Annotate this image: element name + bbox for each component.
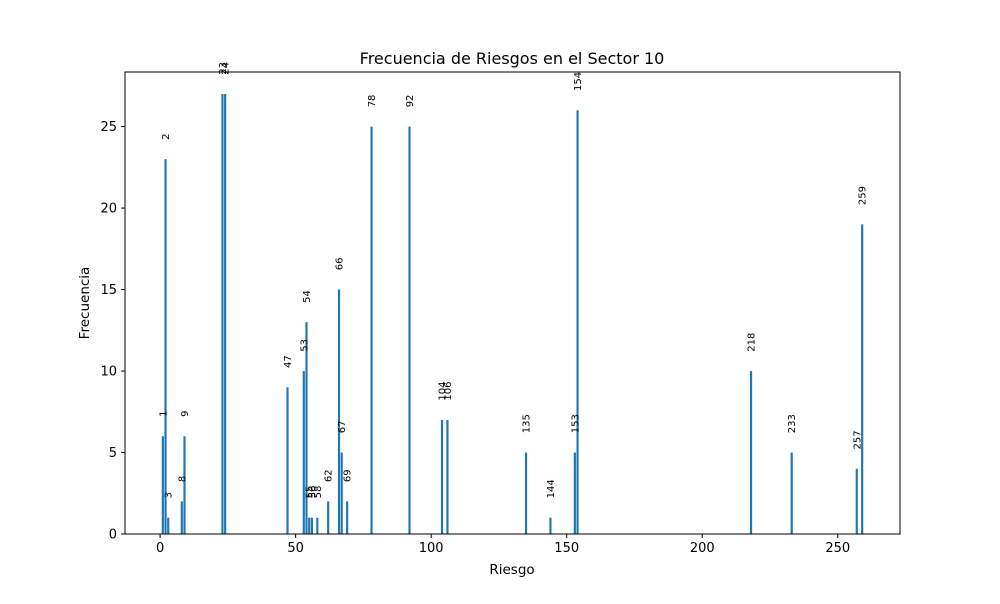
bar-riesgo-2 xyxy=(164,159,167,534)
bar-riesgo-47 xyxy=(286,387,289,534)
y-axis-ticks: 0 5 10 15 20 25 xyxy=(100,120,125,543)
x-tick-label: 200 xyxy=(690,541,715,556)
bar-label-riesgo-92: 92 xyxy=(405,95,416,108)
bar-riesgo-56 xyxy=(310,517,313,534)
bar-riesgo-3 xyxy=(167,517,170,534)
bar-riesgo-106 xyxy=(446,419,449,534)
bar-label-riesgo-58: 58 xyxy=(313,486,324,499)
bar-label-riesgo-53: 53 xyxy=(299,339,310,352)
y-tick-label: 10 xyxy=(100,365,117,380)
y-tick-label: 5 xyxy=(109,446,117,461)
y-tick-label: 0 xyxy=(109,528,117,543)
bar-label-riesgo-24: 24 xyxy=(221,62,232,75)
bar-riesgo-135 xyxy=(524,452,528,534)
bar-riesgo-218 xyxy=(749,371,753,534)
bar-riesgo-92 xyxy=(408,126,411,534)
x-axis-ticks: 0 50 100 150 200 250 xyxy=(156,534,850,556)
y-axis-label: Frecuencia xyxy=(77,267,93,340)
bar-riesgo-55 xyxy=(308,517,311,534)
bar-label-riesgo-218: 218 xyxy=(747,333,758,352)
bar-label-riesgo-257: 257 xyxy=(852,430,863,449)
bar-label-riesgo-3: 3 xyxy=(164,492,175,498)
bar-riesgo-67 xyxy=(340,452,343,534)
bar-label-riesgo-56: 56 xyxy=(307,486,318,499)
bar-riesgo-104 xyxy=(440,419,444,534)
bar-label-riesgo-154: 154 xyxy=(573,72,584,91)
y-tick-label: 15 xyxy=(100,283,117,298)
bar-riesgo-9 xyxy=(183,436,186,534)
bar-label-riesgo-106: 106 xyxy=(443,382,454,401)
bar-riesgo-62 xyxy=(327,501,330,534)
bar-label-riesgo-78: 78 xyxy=(367,95,378,108)
plot-frame xyxy=(124,71,901,535)
bar-label-riesgo-66: 66 xyxy=(335,258,346,271)
bar-label-riesgo-62: 62 xyxy=(324,469,335,482)
bar-riesgo-23 xyxy=(221,94,224,534)
y-tick-label: 25 xyxy=(100,120,117,135)
bar-riesgo-259 xyxy=(861,224,864,534)
bar-label-riesgo-2: 2 xyxy=(161,134,172,140)
bar-riesgo-154 xyxy=(576,110,579,535)
bar-riesgo-257 xyxy=(855,468,858,534)
bar-label-riesgo-69: 69 xyxy=(343,469,354,482)
chart-title: Frecuencia de Riesgos en el Sector 10 xyxy=(360,49,665,68)
bar-label-riesgo-9: 9 xyxy=(180,411,191,417)
bar-label-riesgo-67: 67 xyxy=(337,420,348,433)
bar-label-riesgo-153: 153 xyxy=(570,414,581,433)
bar-riesgo-78 xyxy=(370,126,373,534)
x-tick-label: 50 xyxy=(287,541,304,556)
bar-riesgo-1 xyxy=(161,436,164,534)
x-tick-label: 150 xyxy=(554,541,579,556)
bar-label-riesgo-104: 104 xyxy=(438,382,449,401)
y-tick-label: 20 xyxy=(100,202,117,217)
bar-riesgo-69 xyxy=(346,501,349,534)
bars-group xyxy=(161,94,864,535)
x-tick-label: 100 xyxy=(419,541,444,556)
bar-riesgo-144 xyxy=(549,517,552,534)
bar-label-riesgo-1: 1 xyxy=(158,411,169,417)
bar-riesgo-54 xyxy=(305,322,308,534)
x-tick-label: 250 xyxy=(825,541,850,556)
bar-label-riesgo-55: 55 xyxy=(305,486,316,499)
bar-label-riesgo-135: 135 xyxy=(522,414,533,433)
bar-riesgo-153 xyxy=(573,452,576,534)
bar-riesgo-8 xyxy=(180,501,183,534)
bar-label-riesgo-54: 54 xyxy=(302,290,313,303)
bar-label-riesgo-8: 8 xyxy=(177,476,188,482)
bar-riesgo-233 xyxy=(790,452,793,534)
bar-riesgo-66 xyxy=(337,289,341,534)
x-tick-label: 0 xyxy=(156,541,164,556)
bar-label-riesgo-47: 47 xyxy=(283,355,294,368)
x-axis-label: Riesgo xyxy=(489,562,534,578)
bar-label-riesgo-144: 144 xyxy=(546,479,557,498)
bar-riesgo-24 xyxy=(224,94,227,534)
bar-label-riesgo-259: 259 xyxy=(858,186,869,205)
bar-label-riesgo-233: 233 xyxy=(787,414,798,433)
bar-riesgo-53 xyxy=(302,371,305,534)
bar-riesgo-58 xyxy=(316,517,319,534)
bar-label-riesgo-23: 23 xyxy=(218,62,229,75)
